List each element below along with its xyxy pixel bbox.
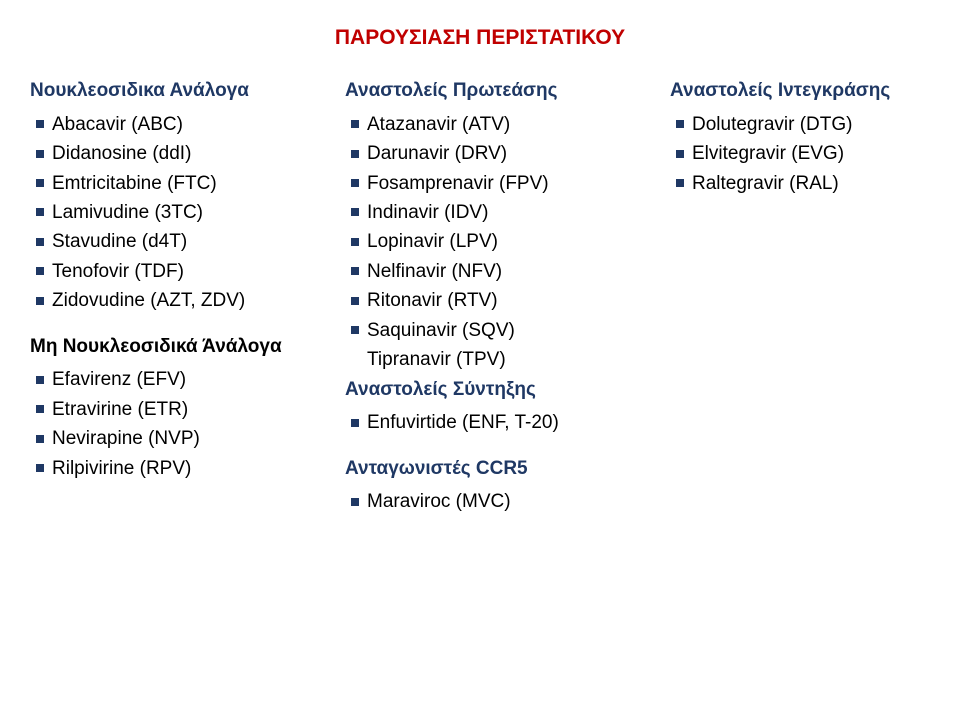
list-item: Stavudine (d4T) [36, 227, 325, 256]
slide-title: ΠΑΡΟΥΣΙΑΣΗ ΠΕΡΙΣΤΑΤΙΚΟΥ [30, 26, 930, 50]
item-list: Maraviroc (MVC) [345, 487, 650, 516]
list-item: Maraviroc (MVC) [351, 487, 650, 516]
section-heading: Αναστολείς Σύντηξης [345, 377, 650, 403]
item-list: Atazanavir (ATV)Darunavir (DRV)Fosampren… [345, 110, 650, 375]
item-list: Abacavir (ABC)Didanosine (ddI)Emtricitab… [30, 110, 325, 316]
list-item: Abacavir (ABC) [36, 110, 325, 139]
list-item: Dolutegravir (DTG) [676, 110, 950, 139]
list-item: Indinavir (IDV) [351, 198, 650, 227]
item-list: Dolutegravir (DTG)Elvitegravir (EVG)Ralt… [670, 110, 950, 198]
list-item: Didanosine (ddI) [36, 139, 325, 168]
section-heading: Μη Νουκλεοσιδικά Άνάλογα [30, 334, 325, 360]
list-item: Enfuvirtide (ENF, T-20) [351, 408, 650, 437]
slide: ΠΑΡΟΥΣΙΑΣΗ ΠΕΡΙΣΤΑΤΙΚΟΥ Νουκλεοσιδικα Αν… [0, 0, 960, 716]
list-item: Etravirine (ETR) [36, 395, 325, 424]
list-item: Ritonavir (RTV) [351, 286, 650, 315]
section-heading: Νουκλεοσιδικα Ανάλογα [30, 78, 325, 104]
item-list: Enfuvirtide (ENF, T-20) [345, 408, 650, 437]
list-item: Darunavir (DRV) [351, 139, 650, 168]
column-2: Αναστολείς Πρωτεάσης Atazanavir (ATV)Daru… [345, 78, 650, 517]
column-1: Νουκλεοσιδικα Ανάλογα Abacavir (ABC)Didan… [30, 78, 325, 483]
list-item: Lopinavir (LPV) [351, 227, 650, 256]
list-item: Rilpivirine (RPV) [36, 454, 325, 483]
column-3: Αναστολείς Ιντεγκράσης Dolutegravir (DTG)… [670, 78, 950, 198]
item-list: Efavirenz (EFV)Etravirine (ETR)Nevirapin… [30, 365, 325, 483]
section-heading: Ανταγωνιστές CCR5 [345, 456, 650, 482]
list-item: Saquinavir (SQV) [351, 316, 650, 345]
list-item: Tenofovir (TDF) [36, 257, 325, 286]
list-item: Lamivudine (3TC) [36, 198, 325, 227]
list-item: Elvitegravir (EVG) [676, 139, 950, 168]
list-item: Nevirapine (NVP) [36, 424, 325, 453]
list-item: Tipranavir (TPV) [351, 345, 650, 374]
section-heading: Αναστολείς Ιντεγκράσης [670, 78, 950, 104]
list-item: Fosamprenavir (FPV) [351, 169, 650, 198]
section-heading: Αναστολείς Πρωτεάσης [345, 78, 650, 104]
list-item: Emtricitabine (FTC) [36, 169, 325, 198]
list-item: Nelfinavir (NFV) [351, 257, 650, 286]
columns-container: Νουκλεοσιδικα Ανάλογα Abacavir (ABC)Didan… [30, 78, 930, 517]
list-item: Efavirenz (EFV) [36, 365, 325, 394]
list-item: Raltegravir (RAL) [676, 169, 950, 198]
list-item: Atazanavir (ATV) [351, 110, 650, 139]
list-item: Zidovudine (AZT, ZDV) [36, 286, 325, 315]
